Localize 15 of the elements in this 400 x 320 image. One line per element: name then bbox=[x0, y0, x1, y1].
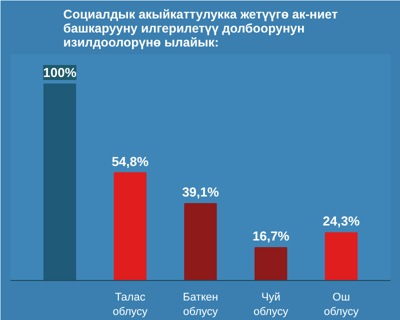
x-tick-label: Ош облусу bbox=[324, 292, 360, 318]
x-tick-label: Чуй облусу bbox=[254, 292, 289, 318]
x-tick-label: Баткен облусу bbox=[182, 292, 218, 318]
data-label: 100% bbox=[43, 64, 77, 80]
bar bbox=[114, 172, 146, 280]
bar bbox=[324, 232, 358, 280]
bar bbox=[43, 83, 76, 280]
data-label: 39,1% bbox=[182, 184, 220, 200]
data-label: 24,3% bbox=[322, 214, 360, 229]
bar bbox=[184, 203, 217, 280]
data-label: 54,8% bbox=[112, 154, 149, 169]
chart-title: Социалдык акыйкаттулукка жетүүгө ак-ниет башкарууну илгерилетүү долбоорунун изилдоолорүнө ылайык: bbox=[63, 8, 338, 50]
x-tick-label: Талас облусу bbox=[112, 292, 148, 318]
bar bbox=[254, 247, 288, 280]
data-label: 16,7% bbox=[252, 228, 290, 244]
